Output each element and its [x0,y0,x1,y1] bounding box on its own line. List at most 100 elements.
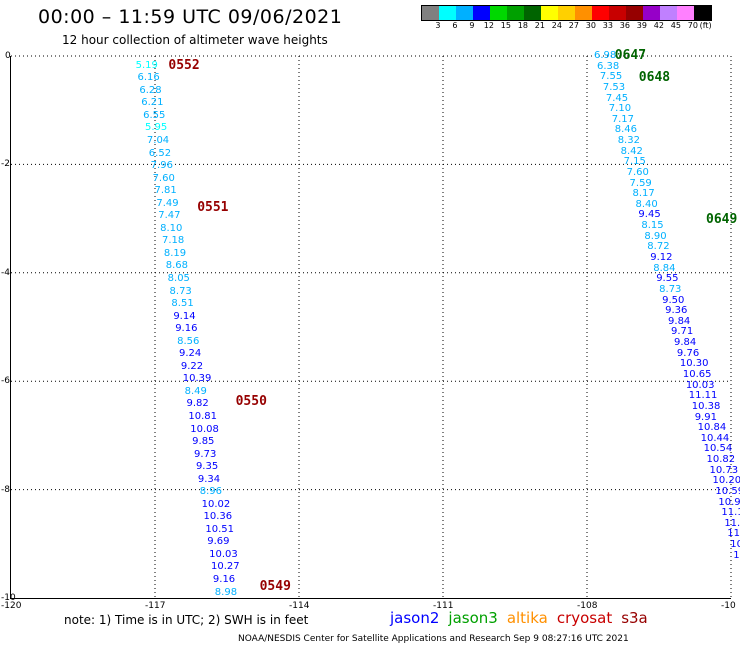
wave-height-value: 10.84 [697,422,727,434]
y-tick-label: -8 [1,484,10,495]
legend-item-jason3: jason3 [448,609,498,627]
wave-height-value: 6.98 [594,50,617,61]
color-scale-label: 3 [435,21,441,30]
wave-height-value: 6.21 [141,97,164,109]
wave-height-value: 11.2 [724,517,740,529]
color-scale-label: 9 [469,21,475,30]
wave-height-value: 8.72 [647,241,670,253]
legend-item-cryosat: cryosat [556,609,613,627]
color-swatch-9 [575,6,592,20]
wave-height-value: 10.03 [209,548,238,560]
satellite-legend: jason2 jason3 altika cryosat s3a [390,609,657,627]
wave-height-value: 10 [730,539,740,551]
wave-height-value: 7.04 [146,135,170,147]
wave-height-value: 9.85 [192,436,215,448]
color-scale-label: 33 [602,21,613,30]
wave-height-value: 7.59 [629,177,652,189]
wave-height-value: 9.12 [650,252,673,264]
wave-height-value: 10.73 [709,464,739,476]
wave-height-value: 10.30 [679,358,709,370]
wave-height-value: 11.11 [688,390,718,402]
wave-height-value: 8.73 [169,285,192,297]
wave-height-value: 10.36 [203,511,233,523]
wave-height-value: 6.28 [139,84,162,96]
wave-height-value: 8.10 [160,222,183,234]
wave-height-value: 8.17 [632,188,655,200]
wave-height-value: 10.20 [712,475,740,487]
color-scale-label: 45 [670,21,681,30]
color-scale-label: 30 [585,21,596,30]
color-scale-label: 18 [517,21,528,30]
wave-height-value: 10.39 [182,373,212,385]
color-swatch-10 [592,6,609,20]
wave-height-value: 9.73 [194,448,217,460]
color-swatch-12 [626,6,643,20]
wave-height-value: 9.36 [665,305,688,317]
color-scale-label: (ft) [699,21,712,30]
wave-height-value: 9.14 [173,310,196,322]
wave-height-value: 10 [733,549,740,561]
color-swatch-0 [422,6,439,20]
wave-height-value: 7.10 [608,103,632,115]
wave-height-value: 9.45 [638,209,661,221]
y-tick-label: 0 [5,51,11,61]
wave-height-value: 8.40 [635,198,658,210]
legend-item-s3a: s3a [621,609,648,627]
wave-height-value: 8.05 [167,272,190,284]
map-grid [11,55,732,598]
wave-height-value: 5.19 [135,59,158,71]
pass-time-label: 0552 [168,57,200,73]
wave-height-value: 10.38 [691,400,721,412]
wave-height-value: 7.53 [602,81,626,93]
wave-height-value: 9.76 [676,347,700,359]
wave-height-value: 7.17 [611,113,635,125]
color-swatch-7 [541,6,558,20]
wave-height-value: 10.08 [190,423,219,435]
color-swatch-1 [439,6,456,20]
color-scale-label: 21 [534,21,545,30]
wave-height-value: 9.69 [207,536,230,548]
color-scale-label: 27 [568,21,579,30]
wave-height-value: 6.38 [596,60,620,72]
wave-height-value: 10.81 [188,410,218,422]
color-swatch-2 [456,6,473,20]
color-swatch-11 [609,6,626,20]
wave-height-value: 7.60 [626,166,649,178]
wave-height-value: 6.52 [148,147,172,159]
color-swatch-14 [660,6,677,20]
wave-height-value: 10.03 [685,379,715,391]
wave-height-value: 5.95 [145,122,168,134]
wave-height-value: 10.54 [703,443,733,455]
wave-height-value: 8.84 [653,262,676,274]
wave-height-value: 8.56 [177,335,200,347]
wave-height-value: 9.34 [197,473,221,485]
color-scale-label: 6 [452,21,458,30]
wave-height-value: 8.42 [620,145,643,157]
y-tick-label: -2 [1,159,10,170]
pass-time-label: 0648 [638,69,671,85]
color-swatch-8 [558,6,575,20]
color-scale-label: 24 [551,21,562,30]
color-scale-label: 36 [619,21,630,30]
footer-credit: NOAA/NESDIS Center for Satellite Applica… [238,634,629,644]
color-swatch-16 [694,6,711,20]
wave-height-value: 8.32 [617,135,640,147]
wave-height-value: 6.16 [137,72,160,84]
wave-height-value: 10.92 [718,496,740,508]
color-swatch-4 [490,6,507,20]
color-scale-label: 39 [636,21,647,30]
wave-height-value: 10.44 [700,432,730,444]
wave-height-value: 8.90 [644,230,667,242]
wave-height-value: 7.47 [158,210,181,222]
wave-height-value: 11.1 [721,507,740,519]
color-swatch-3 [473,6,490,20]
color-swatch-15 [677,6,694,20]
legend-item-altika: altika [506,609,548,627]
pass-time-label: 0649 [706,212,738,228]
wave-height-value: 9.50 [662,294,685,306]
wave-height-value: 9.16 [175,323,198,335]
wave-height-value: 7.81 [154,185,177,197]
color-scale-label: 15 [500,21,511,30]
color-scale-label: 12 [483,21,494,30]
wave-height-value: 8.15 [641,220,664,232]
